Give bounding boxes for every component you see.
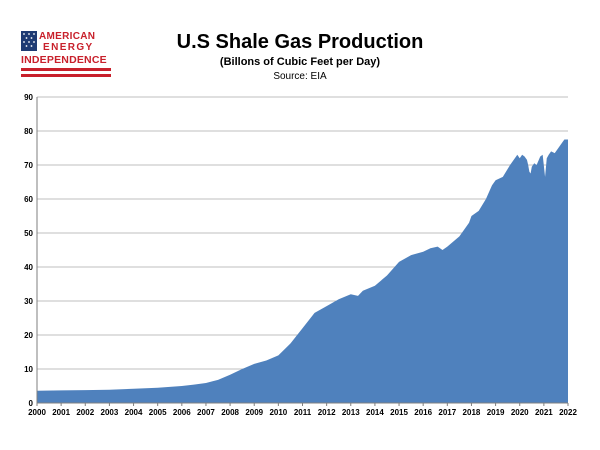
chart-subtitle: (Billons of Cubic Feet per Day)	[219, 56, 381, 68]
flag-icon	[21, 31, 37, 51]
x-tick-label: 2001	[52, 408, 70, 417]
x-tick-label: 2000	[28, 408, 46, 417]
y-tick-label: 20	[24, 331, 33, 340]
logo-stripe	[21, 74, 111, 77]
x-tick-label: 2018	[463, 408, 481, 417]
x-tick-label: 2005	[149, 408, 167, 417]
x-tick-label: 2008	[221, 408, 239, 417]
x-tick-label: 2014	[366, 408, 384, 417]
x-tick-label: 2003	[101, 408, 119, 417]
x-tick-label: 2002	[76, 408, 94, 417]
y-tick-label: 50	[24, 229, 33, 238]
logo-text-energy: ENERGY	[43, 42, 94, 53]
x-tick-label: 2019	[487, 408, 505, 417]
x-tick-label: 2006	[173, 408, 191, 417]
x-tick-label: 2022	[559, 408, 577, 417]
x-tick-label: 2012	[318, 408, 336, 417]
chart-source: Source: EIA	[273, 71, 327, 82]
plot-area	[37, 139, 568, 403]
x-axis-tick-labels: 2000 2001 2002 2003 2004 2005 2006 2007 2008 2009…	[28, 403, 577, 417]
x-tick-label: 2017	[438, 408, 456, 417]
x-tick-label: 2010	[269, 408, 287, 417]
american-energy-independence-logo: AMERICAN ENERGY INDEPENDENCE	[21, 30, 111, 80]
chart-title: U.S Shale Gas Production	[176, 31, 424, 53]
y-axis-tick-labels: 0 10 20 30 40 50 60 70 80 90	[24, 93, 33, 408]
x-tick-label: 2007	[197, 408, 215, 417]
x-tick-label: 2009	[245, 408, 263, 417]
logo-text-independence: INDEPENDENCE	[21, 54, 107, 66]
y-tick-label: 90	[24, 93, 33, 102]
logo-text-american: AMERICAN	[39, 31, 96, 42]
shale-gas-area-series	[37, 139, 568, 403]
y-tick-label: 80	[24, 127, 33, 136]
x-tick-label: 2011	[294, 408, 312, 417]
y-tick-label: 0	[29, 399, 34, 408]
x-tick-label: 2020	[511, 408, 529, 417]
y-tick-label: 60	[24, 195, 33, 204]
y-tick-label: 10	[24, 365, 33, 374]
x-tick-label: 2016	[414, 408, 432, 417]
x-tick-label: 2013	[342, 408, 360, 417]
x-tick-label: 2021	[535, 408, 553, 417]
logo-stripe	[21, 68, 111, 71]
x-tick-label: 2015	[390, 408, 408, 417]
x-tick-label: 2004	[125, 408, 143, 417]
y-tick-label: 70	[24, 161, 33, 170]
y-tick-label: 40	[24, 263, 33, 272]
y-tick-label: 30	[24, 297, 33, 306]
